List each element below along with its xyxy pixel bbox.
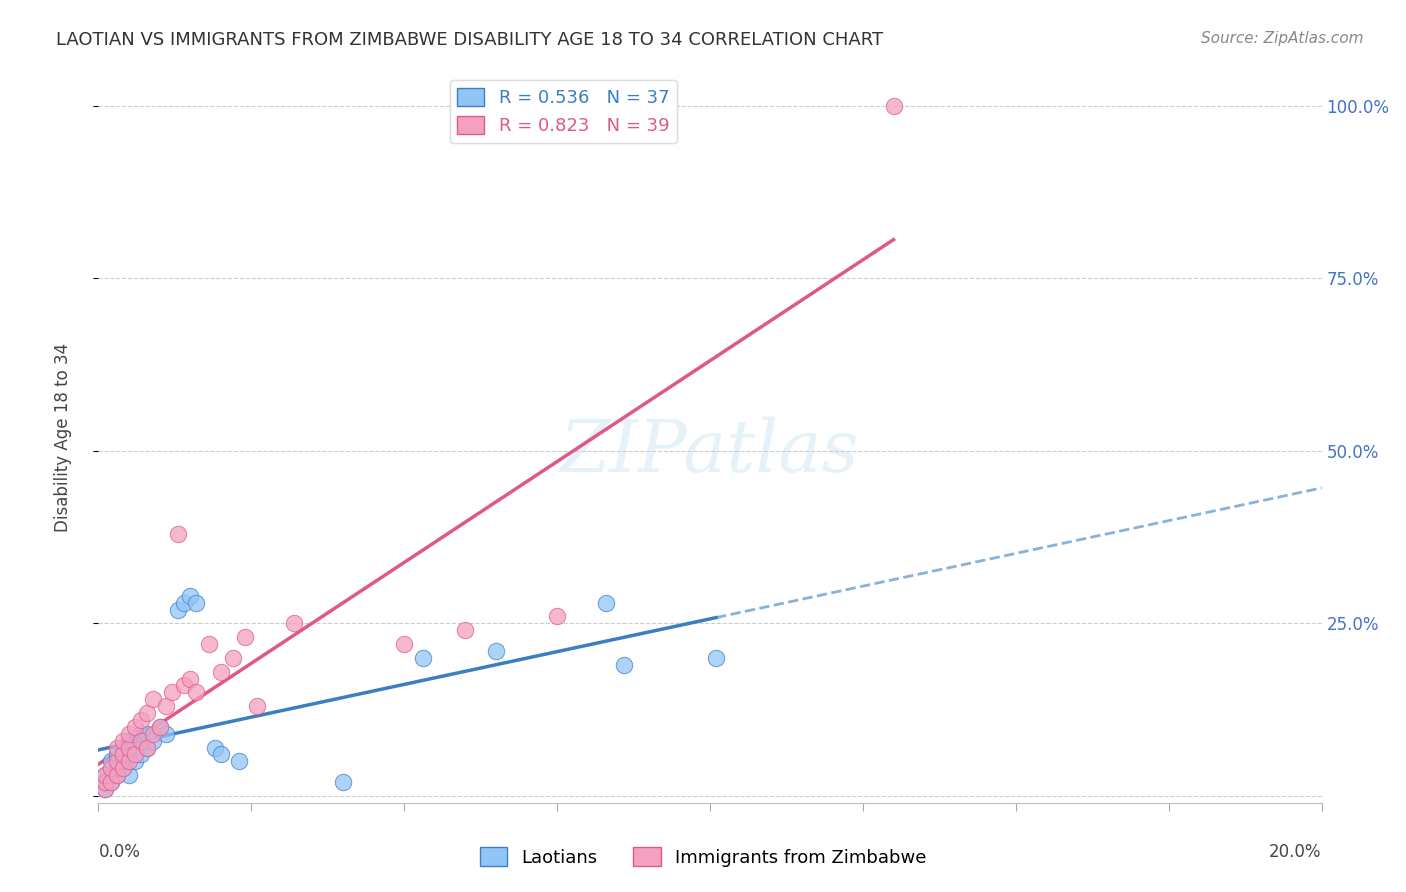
Point [100,755,122,769]
Point [118,755,141,769]
Point [136,740,159,755]
Point [173,596,195,610]
Text: 0.0%: 0.0% [98,843,141,861]
Point [93,768,115,782]
Point [111,761,134,775]
Text: 20.0%: 20.0% [1270,843,1322,861]
Point [118,727,141,741]
Text: Source: ZipAtlas.com: Source: ZipAtlas.com [1201,31,1364,46]
Point [100,775,122,789]
Point [129,733,152,747]
Point [186,596,208,610]
Point [160,685,183,699]
Point [392,637,416,651]
Point [704,651,727,665]
Point [111,733,134,747]
Point [179,589,201,603]
Point [186,685,208,699]
Point [93,768,115,782]
Point [149,720,172,734]
Point [167,602,190,616]
Point [93,782,115,797]
Point [105,768,128,782]
Text: LAOTIAN VS IMMIGRANTS FROM ZIMBABWE DISABILITY AGE 18 TO 34 CORRELATION CHART: LAOTIAN VS IMMIGRANTS FROM ZIMBABWE DISA… [56,31,883,49]
Point [204,740,226,755]
Point [129,747,152,762]
Point [149,720,172,734]
Point [412,651,434,665]
Point [546,609,568,624]
Point [246,699,269,714]
Point [136,727,159,741]
Point [613,657,636,672]
Point [124,747,146,762]
Point [100,768,122,782]
Point [136,706,159,720]
Text: ZIPatlas: ZIPatlas [560,417,860,487]
Point [485,644,508,658]
Point [179,672,201,686]
Point [111,740,134,755]
Point [93,775,115,789]
Point [105,747,128,762]
Point [124,733,146,747]
Y-axis label: Disability Age 18 to 34: Disability Age 18 to 34 [53,343,72,532]
Point [283,616,305,631]
Point [197,637,219,651]
Point [883,99,905,113]
Point [118,740,141,755]
Point [233,630,256,644]
Point [228,755,250,769]
Point [100,775,122,789]
Point [93,782,115,797]
Point [173,678,195,692]
Point [105,761,128,775]
Point [142,727,165,741]
Point [209,747,232,762]
Point [142,692,165,706]
Point [129,713,152,727]
Point [595,596,617,610]
Point [118,747,141,762]
Point [118,733,141,747]
Point [155,727,177,741]
Point [105,740,128,755]
Point [332,775,354,789]
Point [124,755,146,769]
Legend: R = 0.536   N = 37, R = 0.823   N = 39: R = 0.536 N = 37, R = 0.823 N = 39 [450,80,676,143]
Point [105,755,128,769]
Point [124,720,146,734]
Point [155,699,177,714]
Legend: Laotians, Immigrants from Zimbabwe: Laotians, Immigrants from Zimbabwe [472,840,934,874]
Point [454,624,477,638]
Point [93,775,115,789]
Point [118,768,141,782]
Point [136,740,159,755]
Point [100,761,122,775]
Point [105,768,128,782]
Point [209,665,232,679]
Point [142,733,165,747]
Point [129,727,152,741]
Point [111,747,134,762]
Point [222,651,245,665]
Point [111,761,134,775]
Point [167,526,190,541]
Point [111,755,134,769]
